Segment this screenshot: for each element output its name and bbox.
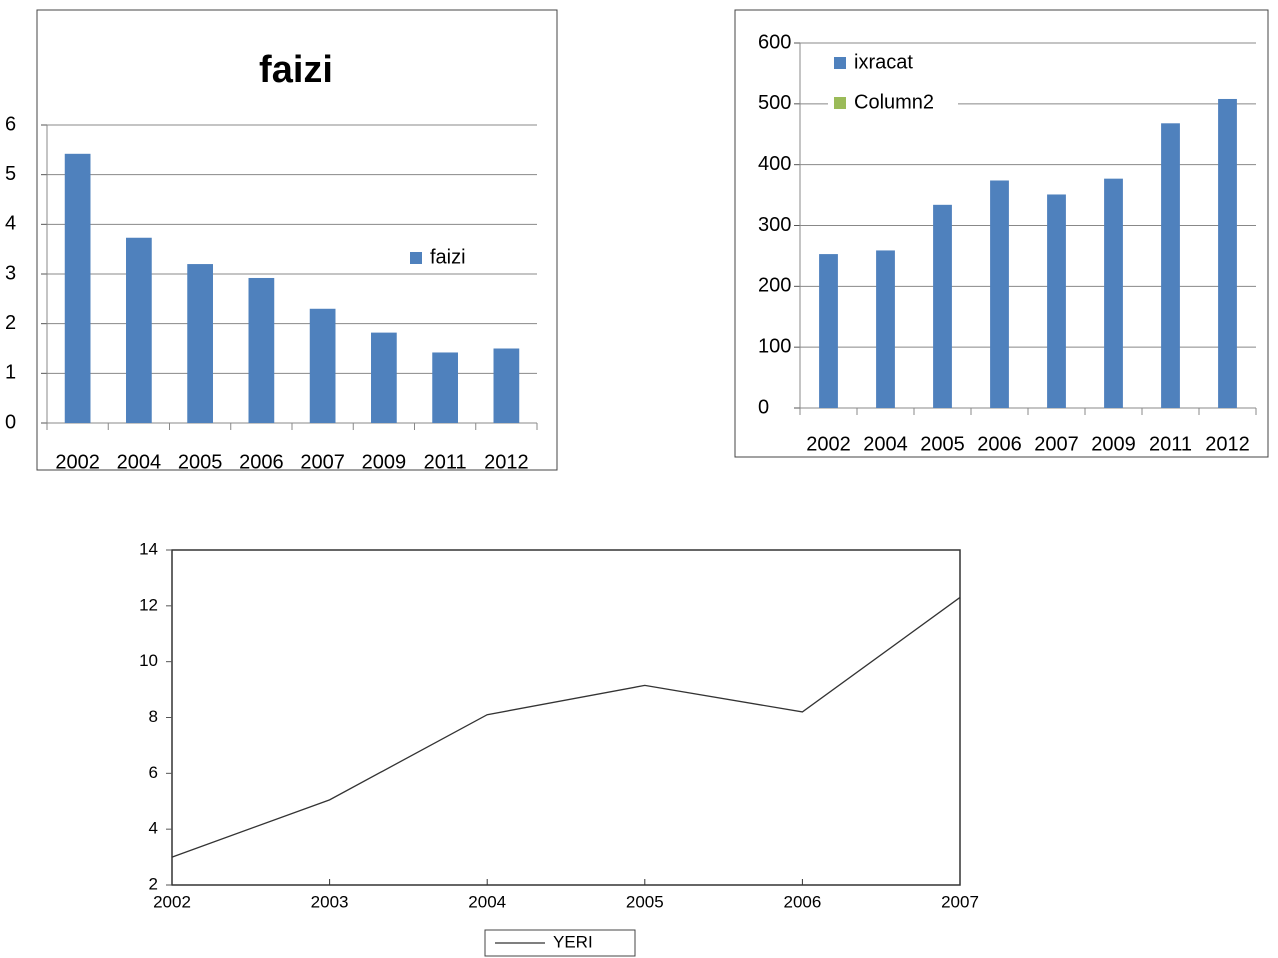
x-tick-label: 2012 [484, 451, 529, 473]
y-tick-label: 200 [758, 275, 791, 297]
y-tick-label: 1 [5, 362, 16, 384]
bar [933, 204, 952, 408]
legend-swatch [834, 97, 846, 109]
legend-label: ixracat [854, 51, 913, 73]
bar [248, 277, 275, 423]
y-tick-label: 12 [139, 595, 158, 614]
y-tick-label: 5 [5, 163, 16, 185]
bar [1218, 98, 1237, 408]
y-tick-label: 10 [139, 651, 158, 670]
y-tick-label: 8 [149, 707, 158, 726]
x-tick-label: 2005 [178, 451, 223, 473]
x-tick-label: 2009 [362, 451, 407, 473]
y-tick-label: 4 [149, 819, 158, 838]
x-tick-label: 2006 [239, 451, 284, 473]
x-tick-label: 2004 [863, 433, 908, 455]
y-tick-label: 500 [758, 92, 791, 114]
y-tick-label: 4 [5, 213, 16, 235]
y-tick-label: 400 [758, 153, 791, 175]
y-tick-label: 600 [758, 31, 791, 53]
bar [819, 254, 838, 408]
y-tick-label: 6 [5, 113, 16, 135]
x-tick-label: 2007 [300, 451, 345, 473]
x-tick-label: 2011 [424, 451, 467, 473]
bar [1161, 123, 1180, 409]
chart-frame [36, 9, 558, 471]
x-tick-label: 2002 [806, 433, 851, 455]
x-tick-label: 2003 [311, 892, 349, 911]
x-tick-label: 2004 [117, 451, 162, 473]
y-tick-label: 100 [758, 335, 791, 357]
bar [64, 153, 91, 423]
x-tick-label: 2005 [626, 892, 664, 911]
y-tick-label: 3 [5, 262, 16, 284]
bar [876, 250, 895, 408]
bar [493, 348, 520, 423]
bar [432, 352, 458, 423]
x-tick-label: 2004 [468, 892, 506, 911]
plot-frame [171, 549, 961, 886]
bar [309, 308, 336, 423]
y-tick-label: 300 [758, 214, 791, 236]
bar [990, 180, 1009, 408]
chart-title: faizi [259, 49, 333, 91]
x-tick-label: 2002 [153, 892, 191, 911]
x-tick-label: 2007 [941, 892, 979, 911]
legend-swatch [834, 57, 846, 69]
x-tick-label: 2007 [1034, 433, 1079, 455]
legend-bg [828, 49, 958, 77]
x-tick-label: 2005 [920, 433, 965, 455]
legend-label: Column2 [854, 91, 934, 113]
y-tick-label: 6 [149, 763, 158, 782]
bar [126, 237, 152, 423]
legend-label: YERI [553, 932, 593, 951]
bar [1047, 194, 1066, 408]
bar [187, 264, 213, 423]
y-tick-label: 2 [149, 874, 158, 893]
x-tick-label: 2011 [1149, 433, 1192, 455]
x-tick-label: 2009 [1091, 433, 1136, 455]
bar [1104, 178, 1123, 408]
x-tick-label: 2006 [977, 433, 1022, 455]
y-tick-label: 0 [5, 411, 16, 433]
line [171, 596, 961, 858]
legend-swatch [410, 252, 422, 264]
legend-bg [404, 244, 534, 272]
legend-label: faizi [430, 246, 466, 268]
y-tick-label: 0 [758, 396, 769, 418]
bar [371, 332, 397, 423]
x-tick-label: 2002 [55, 451, 100, 473]
legend-bg [828, 89, 958, 117]
y-tick-label: 2 [5, 312, 16, 334]
y-tick-label: 14 [139, 539, 158, 558]
x-tick-label: 2012 [1205, 433, 1250, 455]
x-tick-label: 2006 [783, 892, 821, 911]
